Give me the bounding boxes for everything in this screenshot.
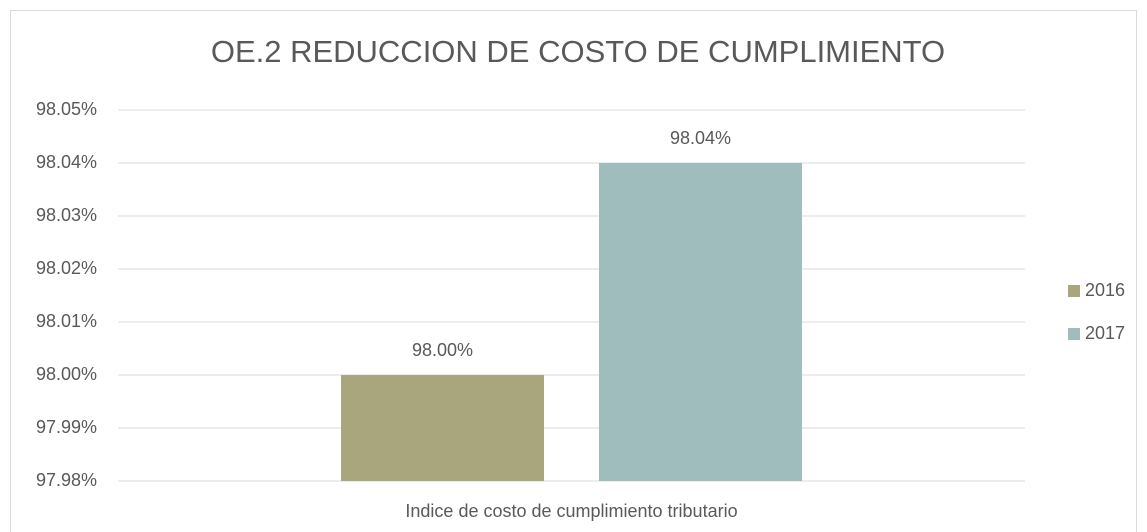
legend-swatch [1068,285,1080,297]
y-tick-label: 98.01% [36,311,97,331]
chart-frame [10,10,1137,532]
bar [341,375,544,481]
y-tick-label: 97.99% [36,417,97,437]
y-tick-label: 98.04% [36,152,97,172]
data-label: 98.00% [412,340,473,360]
bar [599,163,802,481]
y-tick-label: 98.03% [36,205,97,225]
y-tick-label: 98.00% [36,364,97,384]
legend-swatch [1068,328,1080,340]
y-tick-label: 97.98% [36,470,97,490]
legend-label: 2017 [1085,323,1125,343]
y-tick-label: 98.02% [36,258,97,278]
data-label: 98.04% [670,128,731,148]
legend-label: 2016 [1085,280,1125,300]
chart-title: OE.2 REDUCCION DE COSTO DE CUMPLIMIENTO [211,34,945,69]
x-tick-label: Indice de costo de cumplimiento tributar… [405,501,737,521]
y-tick-label: 98.05% [36,99,97,119]
